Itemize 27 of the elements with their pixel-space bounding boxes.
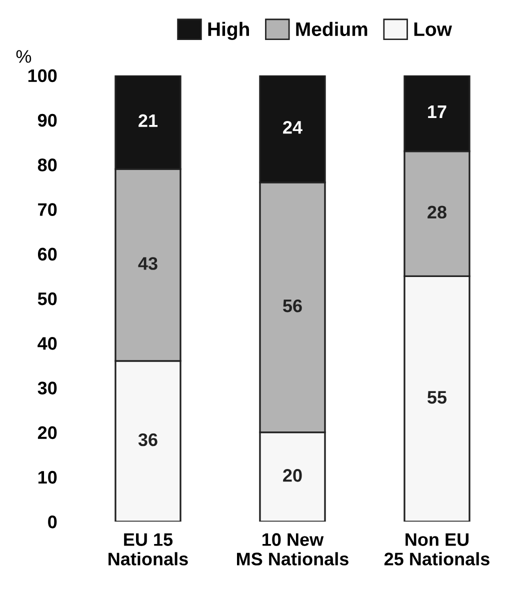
- data-label: 55: [428, 391, 447, 404]
- y-tick-label: 90: [38, 114, 57, 127]
- y-tick-label: 30: [38, 382, 57, 394]
- x-tick-label: Non EU 25 Nationals: [384, 533, 490, 566]
- y-tick-label: 20: [38, 426, 57, 440]
- y-tick-label: 60: [38, 248, 57, 261]
- data-label: 56: [283, 299, 302, 312]
- y-axis-title: %: [16, 50, 32, 63]
- data-label: 17: [428, 106, 446, 118]
- legend-label: Medium: [296, 22, 368, 36]
- y-tick-label: 50: [38, 292, 57, 306]
- data-label: 36: [138, 433, 158, 446]
- data-label: 24: [283, 120, 302, 134]
- data-label: 28: [428, 206, 446, 219]
- legend-label: Low: [414, 22, 452, 36]
- data-label: 20: [283, 469, 302, 482]
- y-tick-label: 80: [38, 158, 57, 172]
- x-tick-label: EU 15 Nationals: [108, 533, 188, 566]
- y-tick-label: 100: [28, 69, 57, 82]
- data-label: 43: [138, 257, 158, 270]
- y-tick-label: 10: [38, 470, 57, 484]
- y-tick-label: 0: [48, 516, 57, 528]
- x-tick-label: 10 New MS Nationals: [237, 533, 348, 566]
- data-label: 21: [138, 114, 158, 127]
- y-tick-label: 70: [38, 203, 57, 216]
- y-tick-label: 40: [38, 337, 57, 350]
- legend-label: High: [208, 22, 249, 40]
